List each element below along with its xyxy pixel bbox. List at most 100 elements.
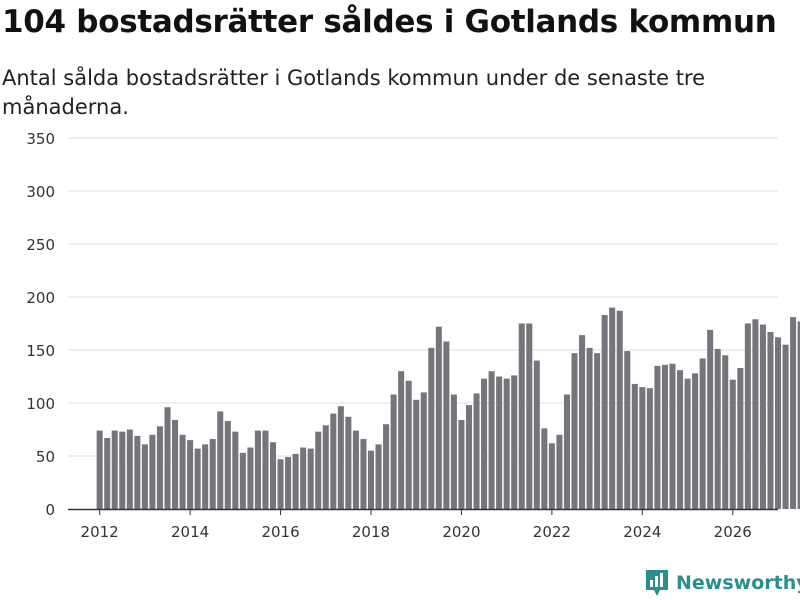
- bar: [315, 431, 322, 509]
- bar: [744, 323, 751, 509]
- bar: [458, 419, 465, 509]
- y-axis-tick-labels: 0 50 100 150 200 250 300 350: [26, 130, 55, 519]
- bar-chart-badge-icon: [646, 570, 668, 596]
- y-tick-label: 0: [45, 501, 55, 519]
- bar: [307, 448, 314, 509]
- bar: [194, 448, 201, 509]
- bar: [616, 310, 623, 509]
- bar: [390, 394, 397, 509]
- bar: [722, 355, 729, 509]
- y-tick-label: 100: [26, 395, 55, 413]
- bar: [232, 431, 239, 509]
- bar: [96, 430, 103, 509]
- bar: [496, 376, 503, 509]
- bar: [684, 378, 691, 509]
- bar: [239, 452, 246, 509]
- bar: [224, 421, 231, 509]
- bar: [654, 365, 661, 509]
- chart-subtitle: Antal sålda bostadsrätter i Gotlands kom…: [2, 66, 706, 119]
- bar: [156, 426, 163, 509]
- bar: [759, 324, 766, 509]
- bar: [300, 447, 307, 509]
- bar: [737, 368, 744, 509]
- bar: [262, 430, 269, 509]
- bar: [420, 392, 427, 509]
- bar: [767, 331, 774, 509]
- x-tick-label: 2024: [623, 523, 661, 541]
- bar: [729, 379, 736, 509]
- y-tick-label: 250: [26, 236, 55, 254]
- bar: [473, 393, 480, 509]
- bar: [187, 440, 194, 509]
- bar: [126, 429, 133, 509]
- bar: [247, 447, 254, 509]
- bar: [782, 344, 789, 509]
- chart-title: 104 bostadsrätter såldes i Gotlands komm…: [2, 4, 777, 40]
- bar: [277, 459, 284, 509]
- bar: [714, 348, 721, 509]
- bar: [624, 351, 631, 509]
- bars: [96, 307, 800, 509]
- bar: [465, 405, 472, 509]
- brand-name: Newsworthy: [676, 572, 800, 594]
- x-tick-label: 2016: [261, 523, 299, 541]
- bar: [571, 353, 578, 509]
- bar: [352, 430, 359, 509]
- bar: [661, 364, 668, 509]
- bar: [556, 434, 563, 509]
- bar: [609, 307, 616, 509]
- x-axis: [68, 508, 778, 515]
- bar: [202, 444, 209, 509]
- bar: [111, 430, 118, 509]
- bar: [285, 457, 292, 509]
- x-tick-label: 2014: [171, 523, 209, 541]
- bar: [579, 335, 586, 509]
- y-tick-label: 350: [26, 130, 55, 148]
- x-tick-label: 2026: [714, 523, 752, 541]
- bar: [179, 434, 186, 509]
- bar: [797, 321, 800, 509]
- bar: [699, 358, 706, 509]
- bar: [443, 341, 450, 509]
- y-tick-label: 50: [36, 448, 55, 466]
- bar: [677, 370, 684, 509]
- bar: [533, 360, 540, 509]
- bar: [337, 406, 344, 509]
- bar: [217, 411, 224, 509]
- x-axis-tick-labels: 2012 2014 2016 2018 2020 2022 2024 2026: [81, 523, 752, 541]
- bar: [428, 347, 435, 509]
- bar: [503, 378, 510, 509]
- bar: [707, 329, 714, 509]
- y-tick-label: 200: [26, 289, 55, 307]
- x-tick-label: 2018: [352, 523, 390, 541]
- bar: [669, 363, 676, 509]
- bar: [164, 407, 171, 509]
- bar: [398, 371, 405, 509]
- bar: [413, 399, 420, 509]
- brand-logo[interactable]: Newsworthy: [644, 568, 800, 598]
- bar: [360, 439, 367, 509]
- bar: [752, 319, 759, 509]
- bar: [149, 434, 156, 509]
- bar: [518, 323, 525, 509]
- bar: [383, 424, 390, 509]
- bar: [345, 416, 352, 509]
- bar: [405, 380, 412, 509]
- bar: [511, 375, 518, 509]
- bar: [601, 315, 608, 509]
- bar: [209, 439, 216, 509]
- x-tick-label: 2020: [442, 523, 480, 541]
- bar: [435, 326, 442, 509]
- bar: [488, 371, 495, 509]
- bar: [141, 444, 148, 509]
- bar: [450, 394, 457, 509]
- bar: [548, 443, 555, 509]
- bar: [631, 383, 638, 509]
- bar: [330, 413, 337, 509]
- bar: [270, 442, 277, 509]
- bar: [594, 353, 601, 509]
- bar: [586, 347, 593, 509]
- bar: [481, 378, 488, 509]
- bar: [775, 337, 782, 509]
